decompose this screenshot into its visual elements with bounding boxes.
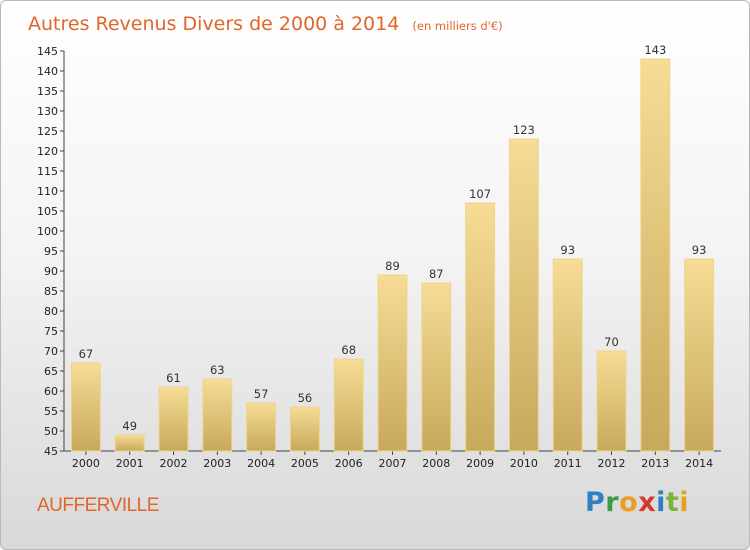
y-tick-label: 110 [37, 185, 58, 198]
x-tick-label: 2013 [641, 457, 669, 470]
bar-value-label: 67 [79, 347, 94, 361]
bar-value-label: 56 [298, 391, 313, 405]
y-axis: 45 50 55 60 65 70 75 80 85 90 95 100 105 110 115 120 125… [37, 45, 65, 458]
y-tick-label: 85 [44, 285, 58, 298]
x-tick-label: 2007 [379, 457, 407, 470]
x-tick-label: 2000 [72, 457, 100, 470]
x-tick-label: 2002 [160, 457, 188, 470]
bar-value-label: 89 [385, 259, 400, 273]
y-tick-label: 60 [44, 385, 58, 398]
logo-letter: o [619, 487, 639, 518]
bar [421, 282, 452, 452]
y-tick-label: 130 [37, 105, 58, 118]
bar-value-label: 49 [122, 419, 137, 433]
y-tick-label: 115 [37, 165, 58, 178]
logo-letter: P [585, 487, 606, 518]
bar-value-label: 107 [469, 187, 491, 201]
bar [465, 202, 496, 452]
y-tick-label: 90 [44, 265, 58, 278]
y-tick-label: 105 [37, 205, 58, 218]
x-tick-label: 2003 [203, 457, 231, 470]
x-tick-label: 2009 [466, 457, 494, 470]
chart-unit-note: (en milliers d'€) [412, 19, 502, 33]
bar-value-label: 143 [644, 43, 666, 57]
bar [508, 138, 539, 452]
commune-name: AUFFERVILLE [37, 495, 159, 516]
x-tick-label: 2001 [116, 457, 144, 470]
y-tick-label: 135 [37, 85, 58, 98]
bar [596, 350, 627, 452]
y-tick-label: 120 [37, 145, 58, 158]
x-tick-label: 2011 [554, 457, 582, 470]
x-tick-label: 2005 [291, 457, 319, 470]
logo-letter: x [638, 487, 657, 518]
y-tick-label: 55 [44, 405, 58, 418]
logo-letter: r [605, 487, 620, 518]
bar-value-label: 63 [210, 363, 225, 377]
bar-value-label: 123 [513, 123, 535, 137]
bar-value-label: 70 [604, 335, 619, 349]
bar [158, 386, 189, 452]
x-tick-label: 2012 [598, 457, 626, 470]
y-tick-label: 125 [37, 125, 58, 138]
y-tick-label: 140 [37, 65, 58, 78]
x-tick-label: 2010 [510, 457, 538, 470]
bar [289, 406, 320, 452]
y-tick-label: 100 [37, 225, 58, 238]
bar [552, 258, 583, 452]
x-tick-label: 2004 [247, 457, 275, 470]
bar-value-label: 87 [429, 267, 444, 281]
bar [684, 258, 715, 452]
bar [70, 362, 101, 452]
y-tick-label: 70 [44, 345, 58, 358]
x-tick-label: 2006 [335, 457, 363, 470]
bar-value-label: 57 [254, 387, 269, 401]
bar [377, 274, 408, 452]
y-tick-label: 75 [44, 325, 58, 338]
x-tick-label: 2014 [685, 457, 713, 470]
y-tick-label: 145 [37, 45, 58, 58]
bar [202, 378, 233, 452]
x-tick-label: 2008 [422, 457, 450, 470]
bar [246, 402, 277, 452]
bar [114, 434, 145, 452]
bars: 67 49 61 63 57 56 68 89 87 107 123 93 70 143 93 [70, 43, 715, 452]
bar-value-label: 93 [692, 243, 707, 257]
y-tick-label: 80 [44, 305, 58, 318]
logo-letter: i [679, 487, 690, 518]
chart-title-group: Autres Revenus Divers de 2000 à 2014 (en… [28, 13, 503, 35]
y-tick-label: 65 [44, 365, 58, 378]
y-tick-label: 50 [44, 425, 58, 438]
bar-value-label: 93 [560, 243, 575, 257]
logo-letter: i [656, 487, 666, 518]
y-tick-label: 45 [44, 445, 58, 458]
bar [333, 358, 364, 452]
bar-value-label: 61 [166, 371, 181, 385]
proxiti-logo: Proxiti [585, 487, 689, 518]
logo-letter: t [665, 487, 680, 518]
y-tick-label: 95 [44, 245, 58, 258]
bar-value-label: 68 [341, 343, 356, 357]
chart-title: Autres Revenus Divers de 2000 à 2014 [28, 13, 399, 35]
x-axis: 2000 2001 2002 2003 2004 2005 2006 2007 2008 2009… [64, 450, 721, 470]
bar [640, 58, 671, 452]
